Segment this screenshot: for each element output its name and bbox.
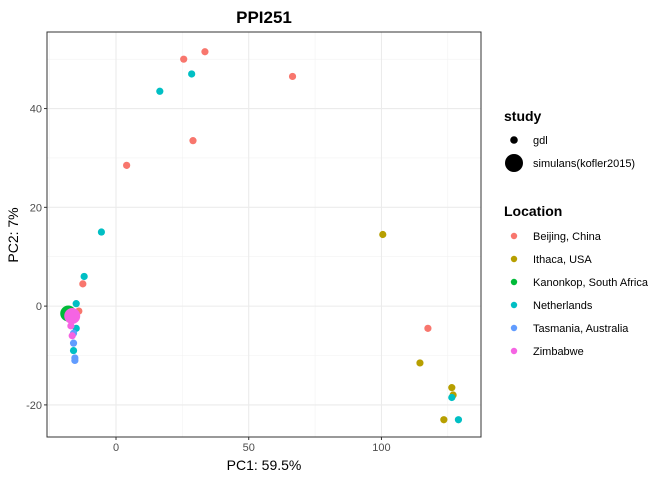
x-tick-label: 100 xyxy=(372,442,390,454)
legend-study-title: study xyxy=(504,108,542,124)
data-point xyxy=(156,87,164,95)
data-point xyxy=(201,48,209,56)
data-point xyxy=(68,332,76,340)
legend-location-label: Zimbabwe xyxy=(533,346,584,358)
data-point xyxy=(64,307,81,324)
minor-gridlines xyxy=(47,32,481,437)
data-point xyxy=(189,137,197,145)
legend-location: Location Beijing, China Ithaca, USA Kanonk… xyxy=(504,203,649,358)
x-axis-ticks: 0 50 100 xyxy=(113,437,391,454)
y-tick-label: -20 xyxy=(26,400,42,412)
legend-location-key xyxy=(510,324,518,332)
data-point xyxy=(424,324,432,332)
major-gridlines xyxy=(47,32,481,437)
data-point xyxy=(71,356,79,365)
x-tick-label: 50 xyxy=(243,442,255,454)
data-point xyxy=(454,416,463,424)
data-point xyxy=(72,300,80,308)
panel-border xyxy=(46,31,482,438)
legend-location-label: Netherlands xyxy=(533,300,593,312)
data-point xyxy=(288,72,297,81)
y-tick-label: 40 xyxy=(30,104,42,116)
x-axis-title: PC1: 59.5% xyxy=(227,457,302,473)
data-point xyxy=(123,161,131,169)
legend-location-label: Beijing, China xyxy=(533,231,602,243)
data-point xyxy=(67,322,75,330)
legend-location-key xyxy=(510,278,518,286)
legend-location-key xyxy=(510,255,518,263)
legend-study: study gdl simulans(kofler2015) xyxy=(504,108,635,172)
data-point xyxy=(448,393,456,402)
data-point xyxy=(69,339,78,347)
legend-location-label: Ithaca, USA xyxy=(533,254,592,266)
data-point xyxy=(416,359,424,367)
legend-location-label: Tasmania, Australia xyxy=(533,323,629,335)
data-point xyxy=(379,230,387,239)
y-axis-title: PC2: 7% xyxy=(5,207,21,262)
legend-location-title: Location xyxy=(504,203,562,219)
legend-location-key xyxy=(510,301,518,309)
x-tick-label: 0 xyxy=(113,442,119,454)
legend-study-label: gdl xyxy=(533,135,548,147)
data-point xyxy=(79,280,87,288)
data-point xyxy=(69,346,78,355)
data-point xyxy=(80,272,88,281)
legend-study-label: simulans(kofler2015) xyxy=(533,158,635,170)
data-point xyxy=(440,416,448,424)
legend-study-key xyxy=(505,154,523,172)
legend-location-label: Kanonkop, South Africa xyxy=(533,277,649,289)
data-point xyxy=(448,384,456,392)
legend-location-key xyxy=(510,347,518,355)
plot-panel xyxy=(46,31,482,438)
y-tick-label: 0 xyxy=(36,301,42,313)
data-point xyxy=(180,55,188,63)
y-tick-label: 20 xyxy=(30,202,42,214)
y-axis-ticks: -20 0 20 40 xyxy=(26,104,47,412)
chart-title: PPI251 xyxy=(236,8,292,27)
legend-location-key xyxy=(510,232,518,240)
data-points xyxy=(60,48,463,424)
data-point xyxy=(97,228,106,236)
legend-study-key xyxy=(510,136,518,144)
data-point xyxy=(188,70,196,78)
